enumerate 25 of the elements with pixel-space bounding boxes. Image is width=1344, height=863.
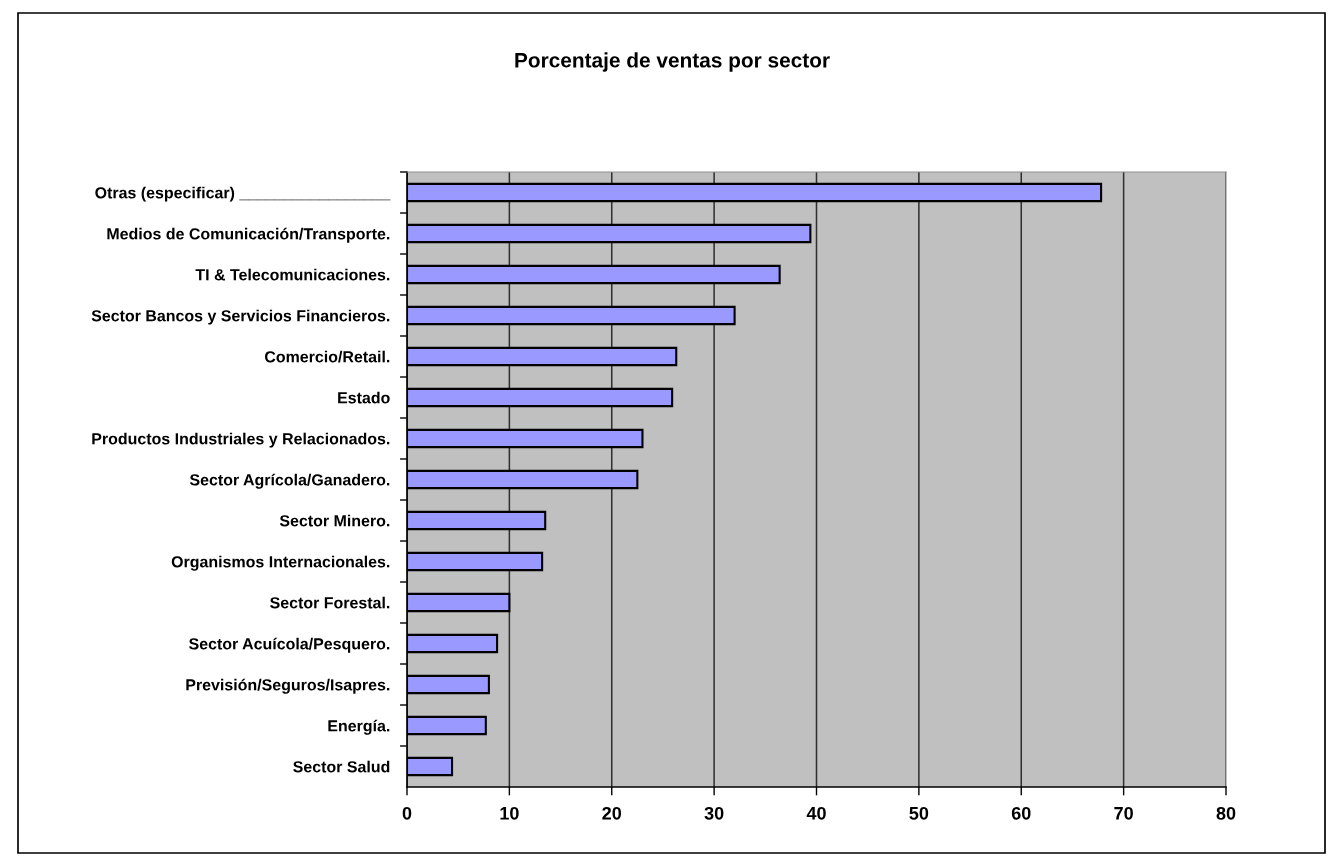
x-tick-label: 30: [704, 806, 724, 820]
y-tick-label: TI & Telecomunicaciones.: [195, 268, 390, 281]
y-tick-label: Sector Agrícola/Ganadero.: [189, 473, 390, 489]
x-tick-label: 10: [500, 806, 519, 820]
y-tick-label: Comercio/Retail.: [264, 350, 390, 363]
y-tick-label: Sector Acuícola/Pesquero.: [189, 637, 390, 653]
y-tick-label: Sector Salud: [293, 760, 390, 773]
y-tick-label: Energía.: [328, 719, 390, 735]
y-tick-label: Otras (especificar) _________________: [95, 186, 391, 202]
x-tick-label: 50: [909, 806, 929, 820]
y-tick-label: Productos Industriales y Relacionados.: [92, 432, 390, 448]
x-tick-label: 0: [402, 806, 412, 820]
y-tick-label: Estado: [338, 391, 390, 404]
x-tick-label: 70: [1114, 806, 1133, 820]
x-tick-label: 60: [1011, 806, 1031, 820]
y-tick-label: Sector Forestal.: [270, 596, 390, 609]
y-tick-label: Sector Minero.: [279, 514, 390, 527]
y-tick-label: Organismos Internacionales.: [171, 555, 390, 571]
x-tick-label: 40: [806, 806, 826, 820]
y-tick-label: Medios de Comunicación/Transporte.: [107, 227, 390, 243]
y-tick-label: Previsión/Seguros/Isapres.: [186, 678, 390, 694]
y-tick-label: Sector Bancos y Servicios Financieros.: [91, 309, 390, 325]
x-tick-label: 80: [1216, 806, 1236, 820]
x-tick-label: 20: [602, 806, 622, 820]
chart-title: Porcentaje de ventas por sector: [515, 52, 830, 72]
